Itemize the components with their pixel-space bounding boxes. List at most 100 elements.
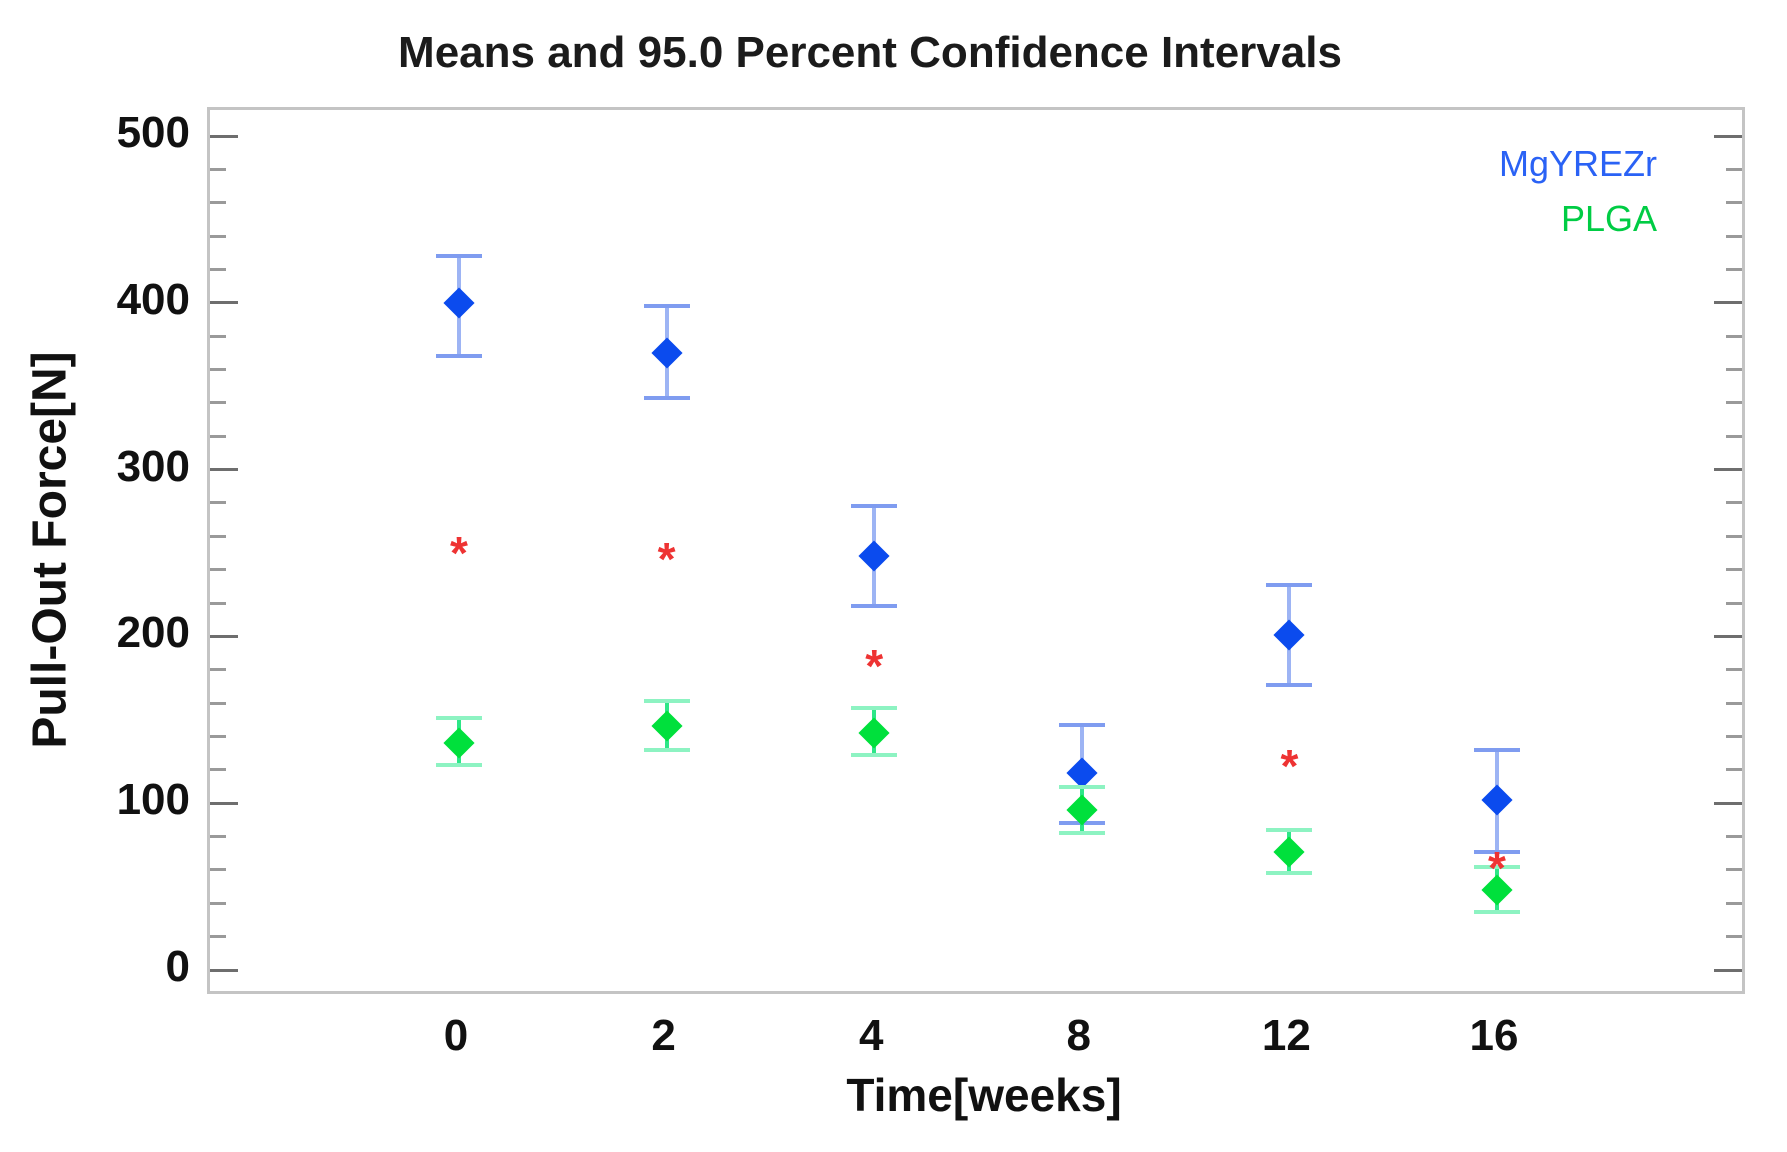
plga-error-bar-cap-top	[643, 699, 690, 704]
plga-error-bar-cap-bottom	[1266, 871, 1313, 876]
y-minor-tick-right	[1726, 935, 1742, 939]
plga-error-bar-cap-bottom	[643, 747, 690, 752]
x-tick-label: 4	[858, 1011, 884, 1060]
y-minor-tick	[210, 768, 226, 772]
x-tick-label: 16	[1469, 1011, 1519, 1060]
mgyrezr-mean-marker	[1481, 784, 1513, 816]
y-minor-tick	[210, 267, 226, 271]
y-minor-tick	[210, 835, 226, 839]
legend-item-plga: PLGA	[1560, 198, 1657, 239]
plot-area: * * * * *	[207, 107, 1745, 994]
mgyrezr-mean-marker	[443, 287, 475, 319]
y-minor-tick	[210, 368, 226, 372]
mgyrezr-mean-marker	[1273, 619, 1305, 651]
y-major-tick	[210, 634, 238, 638]
mgyrezr-mean-marker	[651, 337, 683, 369]
y-minor-tick-right	[1726, 167, 1742, 171]
y-minor-tick	[210, 534, 226, 538]
y-tick-label: 400	[116, 274, 190, 324]
significance-asterisk: *	[450, 526, 468, 579]
mgyrezr-error-bar-cap-top	[1266, 582, 1313, 587]
mgyrezr-error-bar-cap-bottom	[851, 604, 898, 609]
mgyrezr-error-bar-cap-top	[436, 254, 482, 259]
y-minor-tick	[210, 601, 226, 605]
plga-error-bar-cap-bottom	[1474, 909, 1520, 914]
mgyrezr-error-bar-cap-top	[643, 304, 690, 309]
y-minor-tick	[210, 868, 226, 872]
mgyrezr-error-bar-cap-bottom	[1474, 849, 1520, 854]
y-minor-tick	[210, 668, 226, 672]
y-tick-label: 500	[116, 108, 190, 157]
plga-error-bar-cap-bottom	[851, 752, 898, 757]
y-minor-tick	[210, 434, 226, 438]
y-minor-tick-right	[1726, 768, 1742, 772]
mgyrezr-mean-marker	[858, 540, 890, 572]
plga-error-bar-cap-top	[851, 706, 898, 711]
plga-mean-marker	[1273, 836, 1305, 868]
y-minor-tick	[210, 334, 226, 338]
plga-error-bar-cap-bottom	[1058, 831, 1105, 836]
y-major-tick-right	[1714, 134, 1742, 138]
y-minor-tick	[210, 734, 226, 738]
y-minor-tick-right	[1726, 434, 1742, 438]
mgyrezr-error-bar-cap-top	[1058, 722, 1105, 727]
y-major-tick	[210, 968, 238, 972]
y-tick-label: 200	[116, 608, 190, 658]
x-tick-label: 2	[651, 1011, 676, 1060]
y-minor-tick-right	[1726, 334, 1742, 338]
plga-mean-marker	[443, 727, 475, 759]
significance-asterisk: *	[1488, 841, 1506, 894]
y-major-tick	[210, 301, 238, 305]
y-minor-tick-right	[1726, 734, 1742, 738]
y-minor-tick-right	[1726, 701, 1742, 705]
plga-mean-marker	[858, 717, 890, 749]
y-minor-tick	[210, 568, 226, 572]
significance-asterisk: *	[657, 533, 676, 586]
y-major-tick-right	[1714, 301, 1742, 305]
y-axis-title: Pull-Out Force[N]	[23, 351, 77, 749]
y-minor-tick-right	[1726, 234, 1742, 238]
legend-item-mgyrezr: MgYREZr	[1498, 143, 1657, 184]
y-tick-label: 300	[116, 441, 190, 491]
y-minor-tick-right	[1726, 901, 1742, 905]
y-minor-tick-right	[1726, 267, 1742, 271]
x-tick-label: 8	[1066, 1011, 1092, 1060]
y-tick-label: 100	[116, 775, 190, 825]
x-tick-label: 0	[443, 1011, 469, 1060]
y-major-tick	[210, 468, 238, 472]
chart-title: Means and 95.0 Percent Confidence Interv…	[398, 28, 1342, 77]
mgyrezr-error-bar-cap-top	[1474, 747, 1520, 752]
y-minor-tick-right	[1726, 201, 1742, 205]
significance-asterisk: *	[865, 639, 884, 692]
y-minor-tick	[210, 501, 226, 505]
y-minor-tick	[210, 167, 226, 171]
y-minor-tick-right	[1726, 601, 1742, 605]
significance-asterisk: *	[1280, 739, 1299, 792]
y-major-tick	[210, 801, 238, 805]
legend: MgYREZr PLGA	[1499, 146, 1657, 256]
y-minor-tick-right	[1726, 835, 1742, 839]
y-minor-tick	[210, 201, 226, 205]
y-major-tick-right	[1714, 968, 1742, 972]
mgyrezr-error-bar-cap-bottom	[436, 354, 482, 359]
y-minor-tick-right	[1726, 668, 1742, 672]
y-minor-tick-right	[1726, 401, 1742, 405]
y-major-tick-right	[1714, 801, 1742, 805]
y-minor-tick	[210, 901, 226, 905]
y-minor-tick	[210, 401, 226, 405]
plga-mean-marker	[651, 710, 683, 743]
y-major-tick	[210, 134, 238, 138]
y-tick-label: 0	[165, 942, 190, 991]
plga-error-bar-cap-top	[1058, 784, 1105, 789]
y-minor-tick-right	[1726, 368, 1742, 372]
y-major-tick-right	[1714, 468, 1742, 472]
plga-error-bar-cap-top	[1266, 827, 1313, 832]
y-major-tick-right	[1714, 634, 1742, 638]
x-axis-title: Time[weeks]	[846, 1069, 1122, 1121]
plga-error-bar-cap-top	[436, 716, 482, 721]
x-tick-label: 12	[1261, 1011, 1311, 1060]
y-minor-tick	[210, 234, 226, 238]
y-minor-tick	[210, 701, 226, 705]
plga-error-bar-cap-bottom	[436, 762, 482, 767]
mgyrezr-error-bar-cap-bottom	[643, 395, 690, 400]
